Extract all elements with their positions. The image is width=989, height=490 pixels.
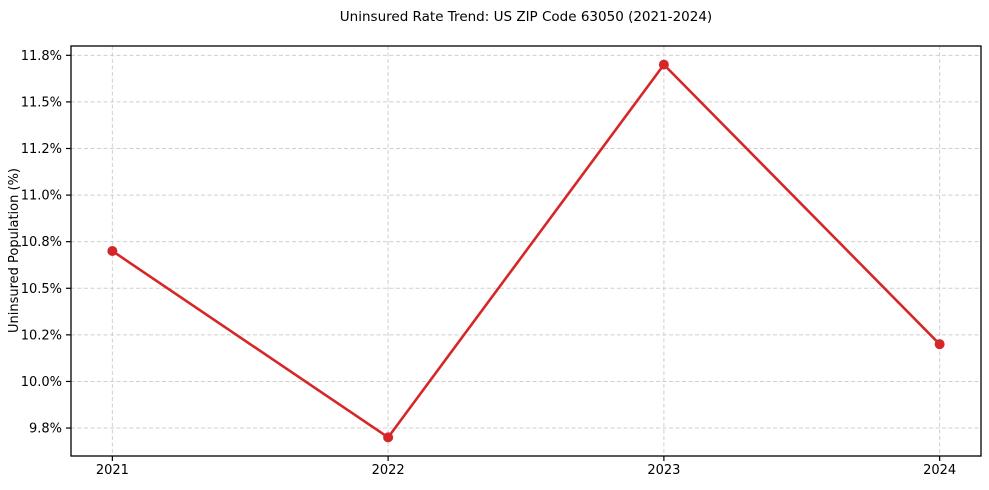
y-tick-label: 10.5% xyxy=(21,282,62,297)
x-tick-label: 2024 xyxy=(923,463,956,478)
data-point xyxy=(107,246,118,256)
data-point xyxy=(658,59,669,70)
y-tick-label: 10.0% xyxy=(21,375,62,390)
x-tick-label: 2023 xyxy=(647,463,680,478)
x-tick-label: 2022 xyxy=(372,463,405,478)
trend-line xyxy=(111,63,941,439)
y-tick-label: 11.5% xyxy=(21,95,62,110)
x-tick-label: 2021 xyxy=(96,463,129,478)
y-tick-label: 9.8% xyxy=(29,422,62,437)
y-tick-label: 10.8% xyxy=(21,235,62,250)
chart-title: Uninsured Rate Trend: US ZIP Code 63050 … xyxy=(339,9,713,25)
y-tick-label: 11.8% xyxy=(21,49,62,64)
axes-spines xyxy=(70,45,982,457)
y-tick-label: 11.2% xyxy=(21,142,62,157)
y-tick-label: 11.0% xyxy=(21,189,62,204)
y-tick-label: 10.2% xyxy=(21,328,62,343)
data-point xyxy=(934,339,945,350)
data-point xyxy=(383,432,394,443)
